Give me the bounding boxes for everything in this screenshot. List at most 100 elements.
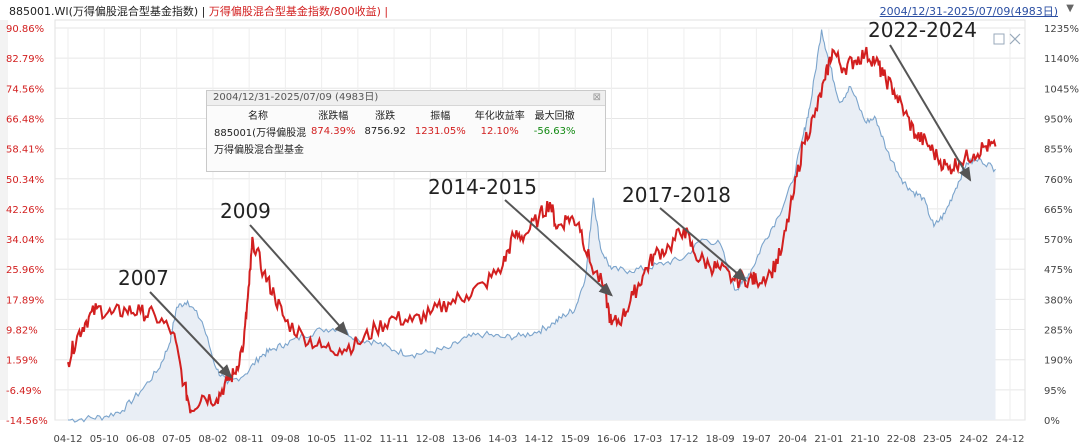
x-tick-label: 17-03	[633, 434, 662, 445]
left-tick-label: 9.82%	[6, 326, 38, 337]
x-axis-ticks: 04-12 05-10 06-08 07-05 08-02 08-11 09-08 10-05…	[53, 434, 1024, 445]
left-tick-label: 74.56%	[6, 84, 44, 95]
restore-box-icon[interactable]	[993, 33, 1005, 45]
x-tick-label: 24-02	[959, 434, 988, 445]
annotation-arrow	[249, 224, 349, 336]
annotation-arrow	[504, 199, 613, 297]
col-change: 涨跌	[375, 111, 396, 122]
x-tick-label: 09-08	[271, 434, 300, 445]
chart-title-bar: 885001.WI(万得偏股混合型基金指数) | 万得偏股混合型基金指数/800…	[0, 0, 1080, 20]
ratio-series-line	[67, 46, 997, 414]
x-tick-label: 08-02	[198, 434, 227, 445]
right-tick-label: 1045%	[1044, 84, 1079, 95]
x-tick-label: 05-10	[90, 434, 119, 445]
col-annual-return: 年化收益率	[474, 111, 525, 122]
x-tick-label: 10-05	[307, 434, 336, 445]
annotation-label: 2022-2024	[868, 18, 977, 42]
x-tick-label: 14-03	[488, 434, 517, 445]
left-tick-label: 17.89%	[6, 295, 44, 306]
stats-table: 名称 涨跌幅 涨跌 振幅 年化收益率 最大回撤 885001(万得偏股混 874…	[211, 106, 581, 157]
index-series-line	[67, 29, 996, 423]
row-change-pct: 874.39%	[311, 126, 356, 137]
right-tick-label: 760%	[1044, 175, 1073, 186]
index-area-fill	[68, 29, 996, 423]
stats-panel: 2004/12/31-2025/07/09 (4983日) ⊠ 名称 涨跌幅 涨…	[206, 90, 606, 172]
col-change-pct: 涨跌幅	[318, 111, 349, 122]
x-tick-label: 21-01	[814, 434, 843, 445]
x-tick-label: 20-04	[778, 434, 807, 445]
col-amplitude: 振幅	[430, 111, 451, 122]
date-range-link[interactable]: 2004/12/31-2025/07/09(4983日)	[879, 5, 1058, 18]
row-name: 万得偏股混合型基金	[214, 145, 304, 156]
right-tick-label: 190%	[1044, 356, 1073, 367]
x-tick-label: 11-02	[343, 434, 372, 445]
right-tick-label: 0%	[1044, 416, 1060, 427]
annotation-arrow	[149, 291, 233, 379]
stats-panel-title: 2004/12/31-2025/07/09 (4983日)	[213, 92, 379, 103]
x-tick-label: 13-06	[452, 434, 481, 445]
left-tick-label: -6.49%	[6, 386, 41, 397]
x-tick-label: 21-10	[851, 434, 880, 445]
annotation-label: 2014-2015	[428, 175, 537, 199]
x-tick-label: 14-12	[524, 434, 553, 445]
right-tick-label: 1140%	[1044, 54, 1079, 65]
row-cell	[472, 140, 531, 157]
x-tick-label: 06-08	[126, 434, 155, 445]
right-tick-label: 855%	[1044, 145, 1073, 156]
left-tick-label: 1.59%	[6, 356, 38, 367]
annotation-label: 2017-2018	[622, 183, 731, 207]
left-tick-label: 82.79%	[6, 54, 44, 65]
chart-title: 885001.WI(万得偏股混合型基金指数) | 万得偏股混合型基金指数/800…	[9, 3, 388, 19]
left-tick-label: 66.48%	[6, 114, 44, 125]
row-cell	[412, 140, 472, 157]
close-box-icon[interactable]: ⊠	[592, 92, 601, 103]
right-tick-label: 665%	[1044, 205, 1073, 216]
x-tick-label: 12-08	[416, 434, 445, 445]
col-max-drawdown: 最大回撤	[534, 111, 575, 122]
x-tick-label: 19-07	[742, 434, 771, 445]
left-tick-label: 50.34%	[6, 175, 44, 186]
x-tick-label: 18-09	[706, 434, 735, 445]
row-annual-return: 12.10%	[480, 126, 519, 137]
row-cell	[308, 140, 362, 157]
left-tick-label: 34.04%	[6, 235, 44, 246]
table-row: 885001(万得偏股混 874.39% 8756.92 1231.05% 12…	[211, 123, 581, 140]
row-name: 885001(万得偏股混	[214, 128, 307, 139]
left-tick-label: 90.86%	[6, 24, 44, 35]
table-row: 万得偏股混合型基金	[211, 140, 581, 157]
right-tick-label: 380%	[1044, 295, 1073, 306]
index-title: 885001.WI(万得偏股混合型基金指数) |	[9, 5, 209, 18]
annotations: 2007 2009 2014-2015 2017-2018 2022-2024	[118, 18, 977, 379]
left-toolbar-strip	[0, 20, 8, 420]
triangle-down-icon[interactable]: ▼	[1066, 3, 1074, 14]
chart-toolbar-icons	[993, 33, 1021, 45]
annotation-label: 2007	[118, 266, 169, 290]
right-tick-label: 950%	[1044, 114, 1073, 125]
right-axis-ticks: 1235% 1140% 1045% 950% 855% 760% 665% 570% 475% 3…	[1044, 24, 1079, 427]
row-cell	[362, 140, 412, 157]
left-tick-label: 25.96%	[6, 265, 44, 276]
x-tick-label: 24-12	[995, 434, 1024, 445]
x-tick-label: 23-05	[923, 434, 952, 445]
right-tick-label: 95%	[1044, 386, 1066, 397]
row-amplitude: 1231.05%	[414, 126, 466, 137]
right-tick-label: 1235%	[1044, 24, 1079, 35]
annotation-arrow	[659, 207, 748, 282]
left-tick-label: -14.56%	[6, 416, 48, 427]
x-tick-label: 15-09	[561, 434, 590, 445]
col-name: 名称	[248, 111, 268, 122]
left-axis-ticks: 90.86% 82.79% 74.56% 66.48% 58.41% 50.34% 42.2…	[6, 24, 48, 427]
right-tick-label: 570%	[1044, 235, 1073, 246]
right-tick-label: 285%	[1044, 326, 1073, 337]
overlay-title: 万得偏股混合型基金指数/800收益) |	[208, 5, 389, 18]
left-tick-label: 58.41%	[6, 145, 44, 156]
x-tick-label: 07-05	[162, 434, 191, 445]
annotation-label: 2009	[220, 199, 271, 223]
right-tick-label: 475%	[1044, 265, 1073, 276]
stats-panel-header: 2004/12/31-2025/07/09 (4983日) ⊠	[207, 91, 605, 106]
close-chart-icon[interactable]	[1009, 33, 1021, 45]
x-tick-label: 11-11	[380, 434, 409, 445]
x-tick-label: 08-11	[235, 434, 264, 445]
row-cell	[531, 140, 582, 157]
